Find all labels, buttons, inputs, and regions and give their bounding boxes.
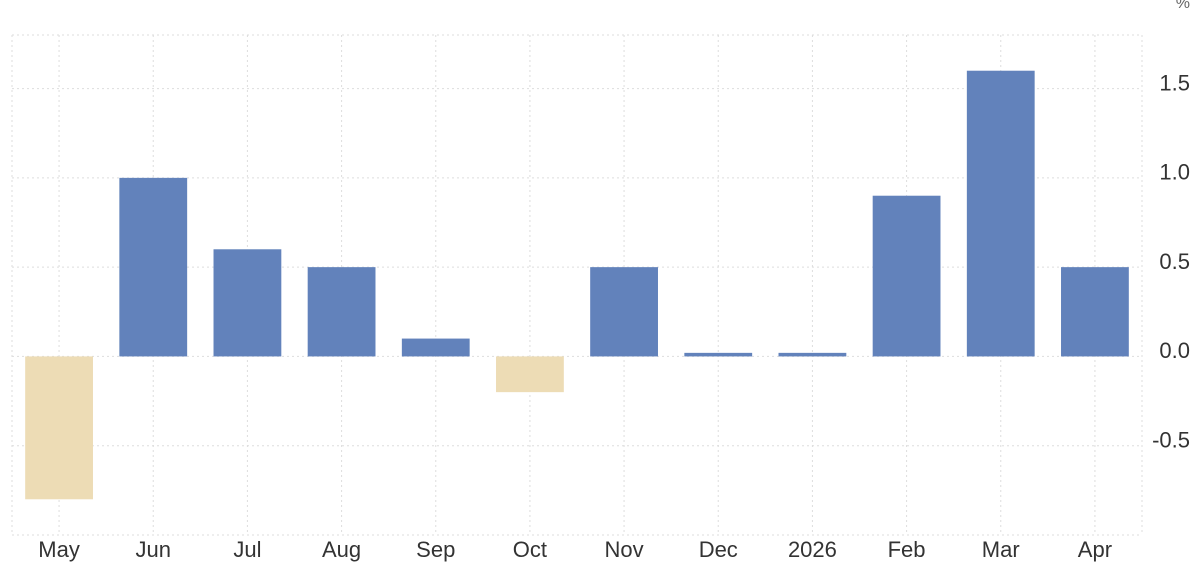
- x-tick-label: Jul: [233, 537, 261, 562]
- x-tick-label: May: [38, 537, 80, 562]
- x-tick-label: 2026: [788, 537, 837, 562]
- x-tick-label: Apr: [1078, 537, 1112, 562]
- bar: [966, 70, 1035, 357]
- y-tick-label: 1.0: [1159, 160, 1190, 185]
- bar: [25, 356, 93, 500]
- bar: [401, 338, 470, 357]
- y-tick-label: 0.5: [1159, 249, 1190, 274]
- bar: [496, 356, 564, 393]
- x-tick-label: Sep: [416, 537, 455, 562]
- x-tick-label: Nov: [605, 537, 644, 562]
- bar: [872, 195, 941, 357]
- x-tick-label: Feb: [888, 537, 926, 562]
- bar: [778, 352, 847, 357]
- y-tick-label: 0.0: [1159, 338, 1190, 363]
- bar: [1061, 267, 1129, 357]
- y-tick-label: -0.5: [1152, 428, 1190, 453]
- bar: [213, 249, 282, 357]
- bar: [307, 267, 376, 357]
- y-unit: %: [1176, 0, 1190, 12]
- bar: [119, 177, 188, 357]
- bar: [684, 352, 753, 357]
- x-tick-label: Aug: [322, 537, 361, 562]
- bar: [590, 267, 658, 357]
- y-tick-label: 1.5: [1159, 70, 1190, 95]
- x-tick-label: Dec: [699, 537, 738, 562]
- x-tick-label: Jun: [136, 537, 171, 562]
- x-tick-label: Oct: [513, 537, 547, 562]
- x-tick-label: Mar: [982, 537, 1020, 562]
